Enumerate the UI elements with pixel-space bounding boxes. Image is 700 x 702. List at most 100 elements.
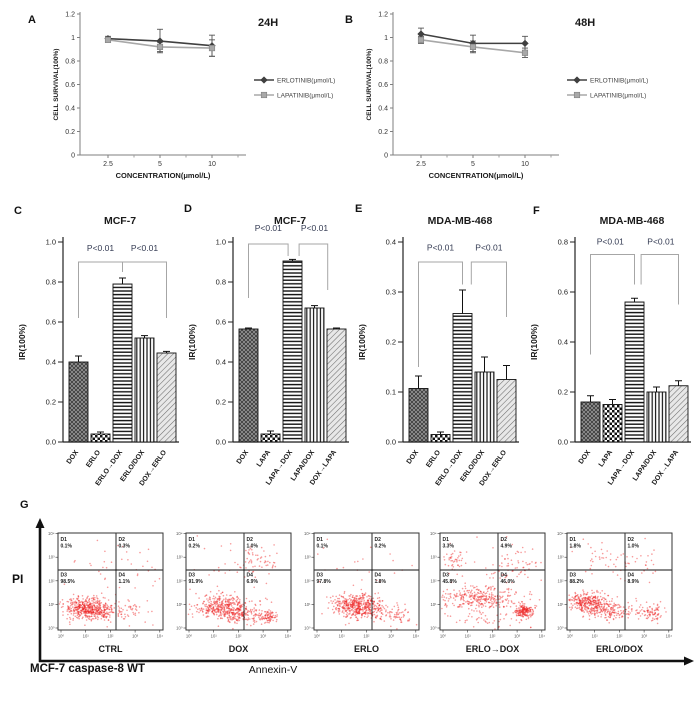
flow-x-tick-label: 10³ [641, 634, 648, 639]
quadrant-percent: 91.9% [189, 579, 204, 585]
x-tick-label: 2.5 [103, 161, 113, 168]
flow-x-tick-label: 10⁴ [413, 634, 420, 639]
flow-x-tick-label: 10¹ [83, 634, 90, 639]
legend-label: ERLOTINIB(μmol/L) [277, 78, 335, 85]
g-footer-cell-line-label: MCF-7 caspase-8 WT [30, 663, 146, 675]
quadrant-percent: 1.1% [119, 579, 131, 585]
panel-a-line-chart: 0 0.2 0.4 0.6 0.8 1 1.2 2.5 5 10 CONCENTRATION(μmo… [0, 0, 345, 196]
quadrant-percent: 0.1% [317, 544, 329, 550]
quadrant-name: D1 [570, 537, 577, 543]
panel-e-bar-chart: 0.0 0.1 0.2 0.3 0.4 MDA-MB-468 IR(100%) P<0.01 P… [350, 200, 522, 502]
bar-DOX→LAPA [326, 328, 347, 443]
flow-x-tick-label: 10⁰ [58, 634, 65, 639]
quadrant-name: D3 [317, 573, 324, 579]
significance-bracket [470, 261, 507, 317]
y-tick-label: 0.8 [216, 278, 226, 287]
flow-x-tick-label: 10⁰ [567, 634, 574, 639]
flow-x-tick-label: 10⁰ [314, 634, 321, 639]
y-tick-label: 1.0 [46, 238, 56, 247]
x-category-label: LAPA [256, 449, 272, 468]
panel-letter-b: B [345, 14, 353, 26]
flow-x-tick-label: 10¹ [211, 634, 218, 639]
y-tick-label: 0 [384, 153, 388, 160]
flow-y-tick-label: 10² [430, 578, 437, 583]
y-tick-label: 0.4 [558, 338, 568, 347]
flow-y-tick-label: 10² [304, 578, 311, 583]
bar-chart-C: 0.0 0.2 0.4 0.6 0.8 1.0 MCF-7 IR(100%) P<0.01 P<0… [17, 215, 179, 487]
x-category-label: DOX [236, 449, 251, 466]
p-value-label: P<0.01 [647, 237, 674, 247]
panel-letter-c: C [14, 205, 22, 217]
flow-cytometry-panel: D10.1%D20.3%D398.5%D41.1%10⁰10⁰10¹10¹10²… [35, 518, 694, 666]
y-axis-title: IR(100%) [187, 324, 197, 360]
marker-square [260, 91, 268, 99]
y-axis-title: CELL SURVIVAL(100%) [53, 49, 60, 121]
flow-y-tick-label: 10² [176, 578, 183, 583]
flow-x-tick-label: 10³ [514, 634, 521, 639]
quadrant-percent: 45.8% [443, 579, 458, 585]
bar-LAPA→DOX [624, 301, 645, 443]
flow-plot-label: CTRL [99, 644, 123, 654]
flow-y-tick-label: 10⁴ [48, 531, 55, 536]
flow-plot-label: ERLO/DOX [596, 644, 643, 654]
quadrant-name: D2 [247, 537, 254, 543]
chart-title: MCF-7 [274, 215, 306, 227]
y-tick-label: 0.8 [46, 278, 56, 287]
bar-DOX [408, 388, 429, 443]
bar-chart-F: 0.0 0.2 0.4 0.6 0.8 MDA-MB-468 IR(100%) P<0.01 P… [529, 215, 691, 487]
quadrant-percent: 98.5% [61, 579, 76, 585]
bar-DOX→ERLO [496, 379, 517, 443]
quadrant-percent: 0.2% [375, 544, 387, 550]
significance-bracket [298, 243, 329, 290]
bar-LAPA [260, 433, 281, 443]
quadrant-percent: 1.0% [628, 544, 640, 550]
flow-plot-label: ERLO [354, 644, 379, 654]
time-title: 48H [575, 17, 595, 29]
x-tick-label: 2.5 [416, 161, 426, 168]
quadrant-percent: 88.2% [570, 579, 585, 585]
y-axis-title: CELL SURVIVAL(100%) [366, 49, 373, 121]
bar-chart-D: 0.0 0.2 0.4 0.6 0.8 1.0 MCF-7 IR(100%) P<0.01 P<0… [187, 215, 349, 487]
y-tick-label: 0.0 [46, 438, 56, 447]
quadrant-percent: 0.2% [189, 544, 201, 550]
bar-ERLO→DOX [452, 313, 473, 443]
panel-letter-e: E [355, 203, 363, 215]
flow-x-tick-label: 10⁴ [539, 634, 546, 639]
quadrant-name: D2 [628, 537, 635, 543]
x-category-label: ERLO [425, 449, 442, 469]
quadrant-name: D1 [317, 537, 324, 543]
significance-bracket [590, 254, 635, 355]
panel-letter-a: A [28, 14, 36, 26]
quadrant-percent: 8.9% [628, 579, 640, 585]
x-category-label: DOX [578, 449, 593, 466]
flow-y-tick-label: 10¹ [176, 602, 183, 607]
quadrant-name: D4 [247, 573, 254, 579]
flow-y-tick-label: 10⁴ [430, 531, 437, 536]
bar-ERLO/DOX [134, 337, 155, 443]
bar-chart-E: 0.0 0.1 0.2 0.3 0.4 MDA-MB-468 IR(100%) P<0.01 P… [357, 215, 519, 487]
flow-y-tick-label: 10⁰ [430, 626, 437, 631]
line-chart-A: 0 0.2 0.4 0.6 0.8 1 1.2 2.5 5 10 CONCENTRATION(μmo… [53, 12, 335, 181]
legend-label: LAPATINIB(μmol/L) [590, 93, 646, 100]
flow-y-tick-label: 10² [557, 578, 564, 583]
chart-title: MDA-MB-468 [600, 215, 665, 227]
quadrant-name: D3 [189, 573, 196, 579]
p-value-label: P<0.01 [427, 243, 454, 253]
bar-LAPA→DOX [282, 260, 303, 443]
y-tick-label: 0 [71, 153, 75, 160]
p-value-label: P<0.01 [475, 243, 502, 253]
legend-label: LAPATINIB(μmol/L) [277, 93, 333, 100]
p-value-label: P<0.01 [597, 237, 624, 247]
chart-title: MCF-7 [104, 215, 136, 227]
line-chart-B: 0 0.2 0.4 0.6 0.8 1 1.2 2.5 5 10 CONCENTRATION(μmo… [366, 12, 648, 181]
quadrant-percent: 0.1% [61, 544, 73, 550]
quadrant-percent: 1.8% [375, 579, 387, 585]
flow-y-tick-label: 10³ [430, 555, 437, 560]
marker-square [156, 43, 164, 50]
flow-x-tick-label: 10¹ [465, 634, 472, 639]
g-y-axis-label: PI [12, 572, 24, 586]
y-tick-label: 0.4 [378, 106, 388, 113]
significance-bracket [122, 261, 167, 318]
bar-LAPA/DOX [304, 307, 325, 443]
